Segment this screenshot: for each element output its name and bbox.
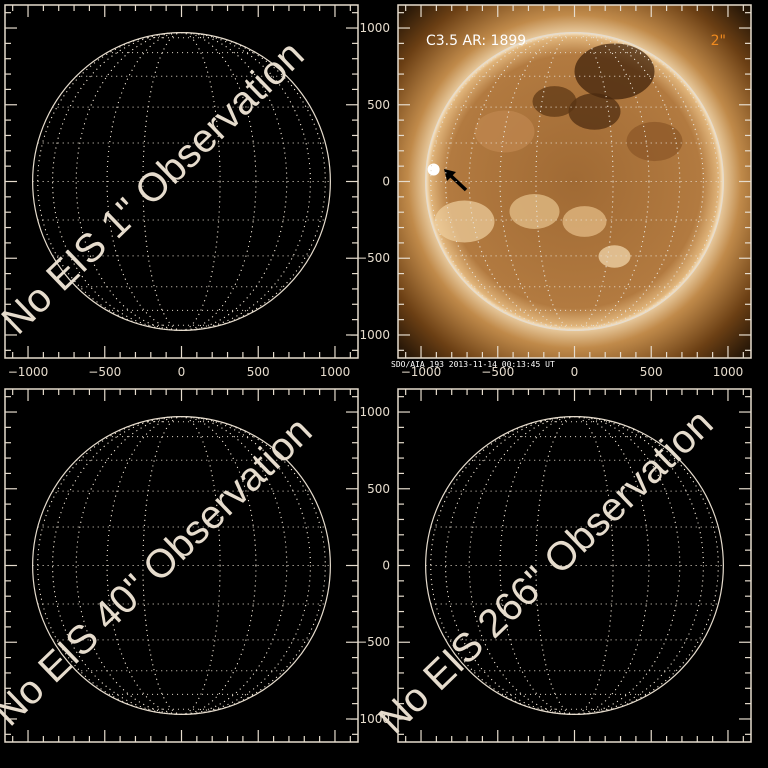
longitude-line xyxy=(37,32,326,331)
solar-limb xyxy=(32,416,331,715)
arrow-shaft xyxy=(448,173,468,192)
y-tick-label: −500 xyxy=(357,635,390,649)
x-tick-label: −1000 xyxy=(401,365,442,379)
x-tick-label: 1000 xyxy=(713,365,744,379)
solar-region xyxy=(434,200,495,243)
arrow-head xyxy=(444,169,456,181)
solar-disk xyxy=(425,32,724,331)
y-tick-label: 500 xyxy=(367,482,390,496)
arrow-pointer-icon xyxy=(444,169,468,192)
x-tick-label: 0 xyxy=(571,365,579,379)
solar-region xyxy=(532,86,577,117)
sun-image xyxy=(398,5,751,358)
pixel-size-label: 2" xyxy=(711,33,726,49)
solar-region xyxy=(598,245,631,268)
no-observation-message: No EIS 40" Observation xyxy=(0,409,321,735)
y-tick-label: 0 xyxy=(382,559,390,573)
flare-title: C3.5 AR: 1899 xyxy=(426,33,526,49)
x-tick-label: −500 xyxy=(481,365,514,379)
y-tick-label: 1000 xyxy=(359,405,390,419)
longitude-line xyxy=(37,416,326,715)
x-tick-label: −500 xyxy=(88,365,121,379)
solar-region xyxy=(509,194,560,229)
solar-region xyxy=(568,93,621,130)
solar-region xyxy=(562,206,607,237)
panel-eis-40: No EIS 40" Observation xyxy=(0,388,359,743)
flare-site xyxy=(427,163,440,176)
x-tick-label: 500 xyxy=(247,365,270,379)
panel-aia: −1000 −1000 −500 −500 0 0 500 500 1000 1000 C3.5 A… xyxy=(349,4,752,379)
y-tick-label: 1000 xyxy=(359,21,390,35)
longitude-line xyxy=(430,32,719,331)
panel-eis-1: −1000 −500 0 500 1000 No EIS 1" Observation xyxy=(0,4,359,379)
y-tick-label: −1000 xyxy=(349,712,390,726)
no-observation-message: No EIS 266" Observation xyxy=(370,401,721,742)
x-tick-label: 0 xyxy=(178,365,186,379)
y-tick-label: 0 xyxy=(382,175,390,189)
solar-limb xyxy=(32,32,331,331)
solar-limb xyxy=(425,32,724,331)
x-tick-label: −1000 xyxy=(8,365,49,379)
x-tick-label: 500 xyxy=(640,365,663,379)
x-tick-label: 1000 xyxy=(320,365,351,379)
no-observation-message: No EIS 1" Observation xyxy=(0,33,313,343)
y-tick-label: −500 xyxy=(357,251,390,265)
solar-region xyxy=(626,121,683,162)
solar-region xyxy=(574,43,655,100)
y-tick-label: −1000 xyxy=(349,328,390,342)
longitude-line xyxy=(430,416,719,715)
y-tick-label: 500 xyxy=(367,98,390,112)
solar-limb xyxy=(425,416,724,715)
image-caption: SDO/AIA 193 2013-11-14 00:13:45 UT xyxy=(391,360,555,369)
